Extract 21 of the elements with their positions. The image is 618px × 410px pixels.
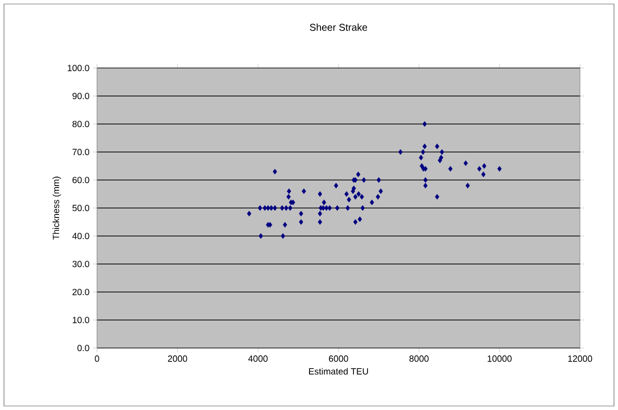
y-axis-title: Thickness (mm): [52, 176, 61, 240]
y-tick-label: 90.0: [72, 92, 90, 100]
y-tick-label: 0.0: [77, 344, 90, 352]
x-tick-label: 0: [94, 355, 100, 362]
x-tick-label: 8000: [409, 355, 429, 362]
y-tick-label: 60.0: [72, 176, 90, 184]
y-tick-label: 80.0: [72, 120, 90, 128]
x-tick-label: 6000: [328, 355, 348, 362]
x-tick-label: 10000: [488, 355, 512, 362]
x-tick-label: 12000: [568, 355, 592, 362]
y-tick-label: 20.0: [72, 288, 90, 296]
y-tick-label: 40.0: [72, 232, 90, 240]
x-axis-title: Estimated TEU: [309, 368, 368, 375]
y-tick-label: 70.0: [72, 148, 90, 156]
x-tick-label: 4000: [248, 355, 268, 362]
y-tick-label: 100.0: [68, 64, 90, 72]
y-tick-label: 30.0: [72, 260, 90, 268]
chart-title: Sheer Strake: [310, 24, 368, 31]
y-tick-label: 50.0: [72, 204, 90, 212]
x-tick-label: 2000: [168, 355, 188, 362]
y-tick-label: 10.0: [72, 316, 90, 324]
